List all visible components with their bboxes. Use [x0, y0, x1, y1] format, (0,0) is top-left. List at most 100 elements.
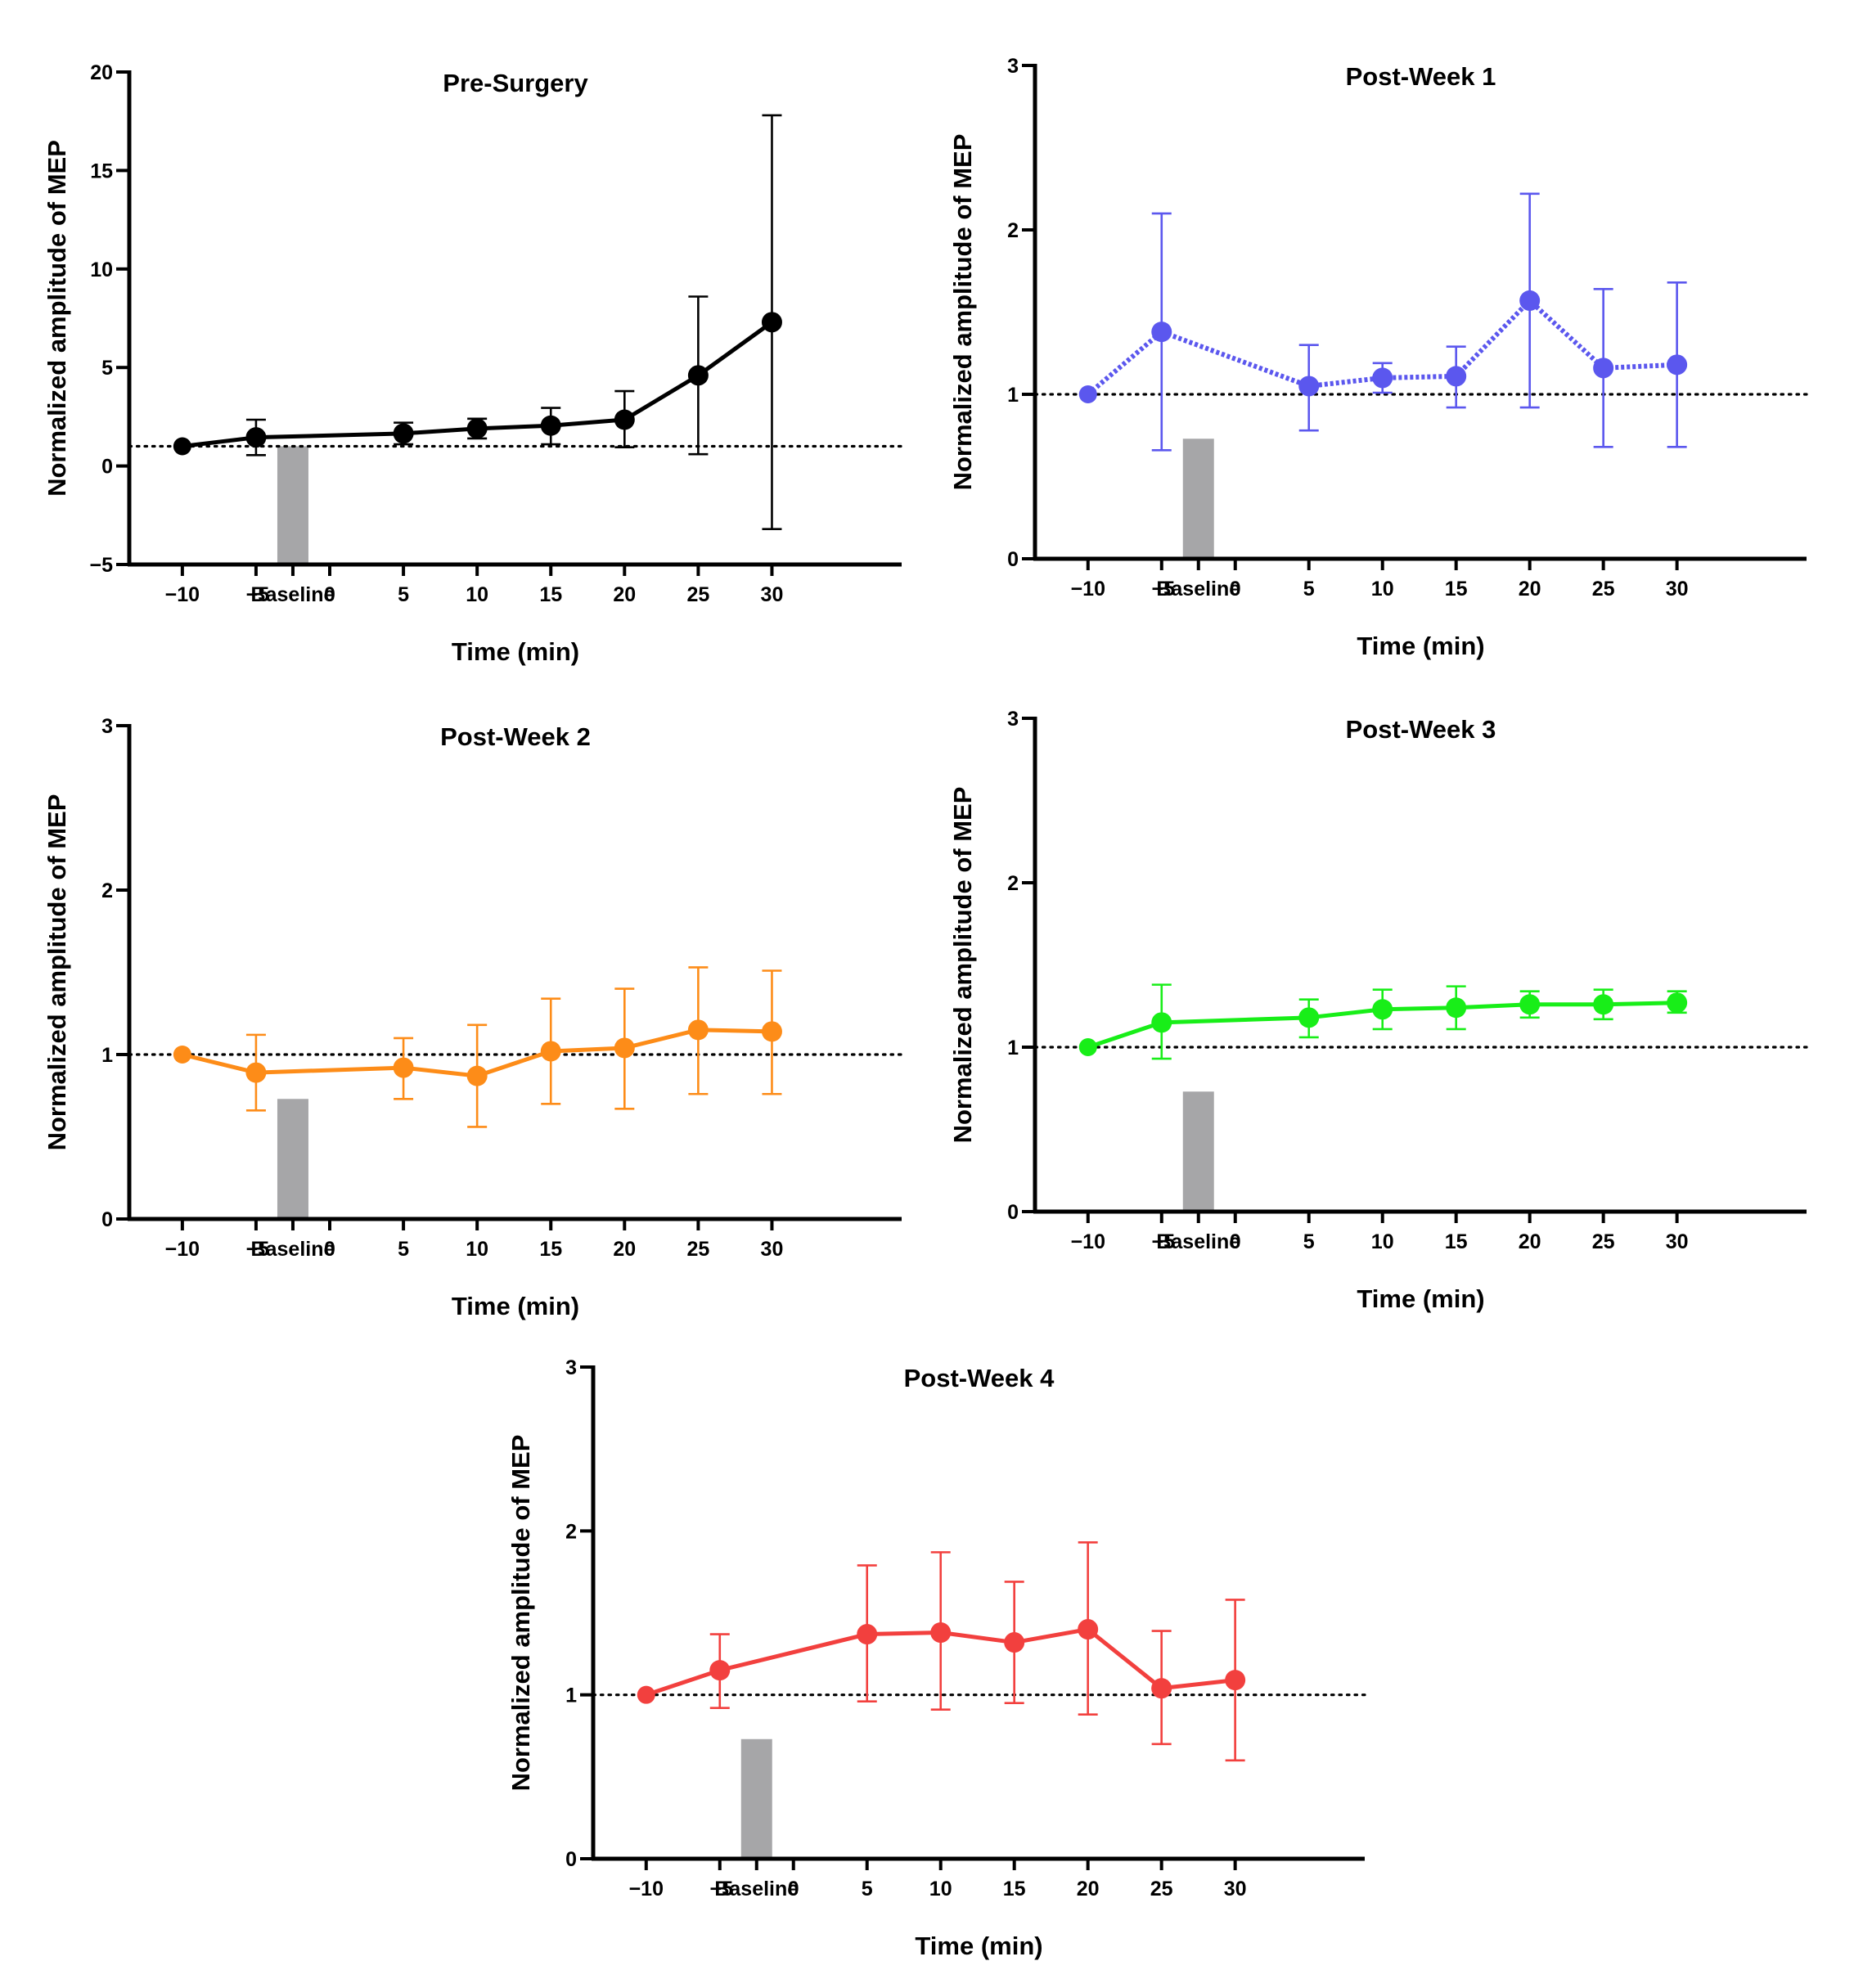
chart2-y-tick-label-2: 2 [1007, 219, 1019, 242]
chart3-point-15 [540, 1041, 561, 1062]
chart5-title: Post-Week 4 [904, 1364, 1055, 1392]
chart1-point-30 [761, 312, 782, 333]
chart4-point-20 [1519, 994, 1541, 1015]
chart1-point-25 [687, 365, 709, 386]
chart3-stimulation-bar [277, 1099, 308, 1217]
chart5-x-tick-label-5: 5 [862, 1878, 873, 1900]
chart2-title: Post-Week 1 [1346, 62, 1496, 91]
chart4-x-tick-label-20: 20 [1519, 1230, 1541, 1253]
chart4-x-tick-label-10: −10 [1071, 1230, 1105, 1253]
chart4-stimulation-bar [1182, 1091, 1214, 1210]
chart5-y-tick-label-0: 0 [565, 1848, 577, 1871]
chart2-x-tick-label-15: 15 [1445, 578, 1468, 600]
chart3-x-tick-label-5: 5 [398, 1238, 409, 1261]
chart2-point-10 [1372, 367, 1393, 389]
chart5-y-tick-label-3: 3 [565, 1356, 577, 1379]
chart5-x-tick-label-0: 0 [788, 1878, 799, 1900]
chart5-x-tick-label-10: −10 [629, 1878, 664, 1900]
chart4-x-tick-label-baseline: Baseline [1156, 1230, 1240, 1253]
chart1-y-tick-label-0: 0 [101, 456, 113, 479]
chart1-point-15 [540, 415, 561, 436]
chart5-point-20 [1078, 1619, 1099, 1640]
chart3-point-25 [687, 1019, 709, 1041]
chart5-point-15 [1004, 1632, 1025, 1653]
chart4-x-tick-label-5: −5 [1152, 1230, 1176, 1253]
chart5-point-5 [709, 1660, 731, 1681]
chart2-x-tick-label-30: 30 [1666, 578, 1689, 600]
chart3-point-5 [393, 1057, 414, 1078]
chart1-x-tick-label-5: −5 [246, 583, 270, 606]
chart1-y-tick-label-5: −5 [89, 554, 113, 577]
chart4-x-tick-label-0: 0 [1230, 1230, 1241, 1253]
chart4-point-10 [1372, 999, 1393, 1020]
chart4-point-5 [1298, 1007, 1320, 1028]
chart3-x-tick-label-0: 0 [324, 1238, 335, 1261]
chart4-title: Post-Week 3 [1346, 715, 1496, 744]
chart2-point-15 [1446, 366, 1467, 387]
chart1-x-tick-label-15: 15 [539, 583, 562, 606]
chart1-point-10 [173, 437, 191, 456]
chart3-point-5 [245, 1062, 267, 1083]
chart4-x-tick-label-25: 25 [1592, 1230, 1615, 1253]
chart2-point-20 [1519, 290, 1541, 311]
chart1-x-tick-label-10: −10 [165, 583, 200, 606]
chart1-y-tick-label-20: 20 [90, 61, 113, 84]
chart5-x-tick-label-10: 10 [929, 1878, 952, 1900]
chart2-y-tick-label-1: 1 [1007, 384, 1019, 407]
chart2-y-tick-label-3: 3 [1007, 55, 1019, 78]
chart1-y-tick-label-5: 5 [101, 357, 113, 380]
chart5-x-tick-label-baseline: Baseline [714, 1878, 799, 1900]
chart3-point-10 [173, 1046, 191, 1064]
chart1-stimulation-bar [277, 446, 308, 563]
chart2-x-axis-title: Time (min) [1357, 632, 1484, 660]
chart5-x-tick-label-20: 20 [1077, 1878, 1100, 1900]
chart1-point-5 [245, 427, 267, 448]
chart3-x-tick-label-30: 30 [761, 1238, 784, 1261]
chart4-x-tick-label-30: 30 [1666, 1230, 1689, 1253]
chart5-point-10 [930, 1622, 952, 1644]
chart5-x-tick-label-25: 25 [1150, 1878, 1173, 1900]
chart3-point-20 [614, 1037, 635, 1059]
chart1-x-tick-label-baseline: Baseline [251, 583, 335, 606]
chart4-point-10 [1078, 1038, 1097, 1056]
chart3-point-30 [761, 1021, 782, 1042]
chart3-y-tick-label-1: 1 [101, 1044, 113, 1067]
chart2-point-5 [1151, 322, 1172, 343]
chart5-y-tick-label-1: 1 [565, 1684, 577, 1707]
chart4-x-axis-title: Time (min) [1357, 1284, 1484, 1313]
chart2-series-line [1086, 298, 1677, 397]
chart5-x-tick-label-15: 15 [1003, 1878, 1026, 1900]
chart2-point-10 [1078, 385, 1097, 403]
chart2-x-tick-label-25: 25 [1592, 578, 1615, 600]
chart4-point-30 [1667, 992, 1688, 1014]
chart5-point-30 [1225, 1670, 1246, 1691]
chart2-x-tick-label-5: 5 [1303, 578, 1315, 600]
chart4-series-line [1087, 1001, 1677, 1050]
chart3-x-tick-label-20: 20 [613, 1238, 636, 1261]
chart4-y-tick-label-1: 1 [1007, 1037, 1019, 1059]
chart3-series-line [182, 1028, 772, 1078]
chart3-x-tick-label-baseline: Baseline [251, 1238, 335, 1261]
chart2-x-tick-label-baseline: Baseline [1156, 578, 1240, 600]
chart4-x-tick-label-5: 5 [1303, 1230, 1315, 1253]
chart1-series-line [182, 320, 773, 449]
chart1-y-axis-title: Normalized amplitude of MEP [43, 140, 71, 497]
chart1-x-tick-label-5: 5 [398, 583, 409, 606]
chart2-y-axis-title: Normalized amplitude of MEP [948, 134, 977, 491]
chart2-x-tick-label-20: 20 [1519, 578, 1541, 600]
chart3-x-axis-title: Time (min) [452, 1292, 579, 1320]
chart2-point-30 [1667, 354, 1688, 376]
chart1-point-10 [466, 418, 488, 439]
chart2-x-tick-label-5: −5 [1152, 578, 1176, 600]
chart3-x-tick-label-15: 15 [539, 1238, 562, 1261]
chart5-point-25 [1151, 1678, 1172, 1699]
chart3-y-tick-label-2: 2 [101, 879, 113, 902]
chart4-x-tick-label-10: 10 [1371, 1230, 1394, 1253]
chart1-x-tick-label-10: 10 [466, 583, 488, 606]
chart4-y-tick-label-2: 2 [1007, 872, 1019, 895]
chart4-y-tick-label-3: 3 [1007, 708, 1019, 731]
chart5-point-10 [637, 1685, 655, 1704]
